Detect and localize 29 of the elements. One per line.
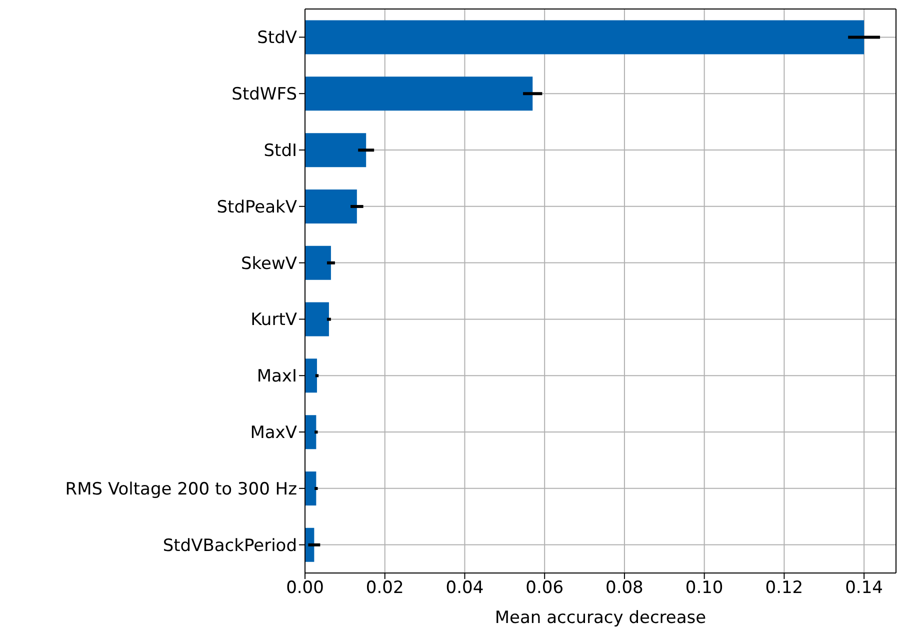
y-tick-label: StdV (257, 28, 298, 48)
y-tick-label: StdPeakV (216, 197, 298, 218)
bar (305, 471, 316, 506)
y-tick-label: StdVBackPeriod (162, 536, 297, 556)
y-tick-label: RMS Voltage 200 to 300 Hz (65, 479, 298, 500)
x-tick-label: 0.14 (845, 578, 883, 598)
bar (305, 76, 533, 111)
bar (305, 20, 864, 54)
y-tick-label: SkewV (240, 254, 298, 274)
bar (305, 246, 331, 280)
y-tick-label: KurtV (250, 310, 298, 330)
x-tick-label: 0.00 (286, 578, 324, 598)
y-tick-label: MaxI (256, 366, 297, 387)
y-tick-label: StdI (264, 141, 297, 162)
bar (305, 415, 316, 450)
x-tick-label: 0.10 (685, 578, 724, 598)
x-tick-label: 0.06 (526, 578, 564, 598)
bar (305, 358, 317, 393)
bar (305, 133, 366, 168)
x-tick-label: 0.08 (606, 578, 644, 598)
x-tick-label: 0.02 (366, 578, 404, 598)
y-tick-label: StdWFS (232, 84, 297, 105)
bar (305, 302, 329, 336)
x-axis-title: Mean accuracy decrease (494, 608, 706, 628)
x-tick-label: 0.04 (446, 578, 484, 598)
y-tick-label: MaxV (250, 423, 298, 444)
x-tick-label: 0.12 (765, 578, 804, 598)
bar (305, 189, 357, 224)
bar (305, 528, 314, 562)
